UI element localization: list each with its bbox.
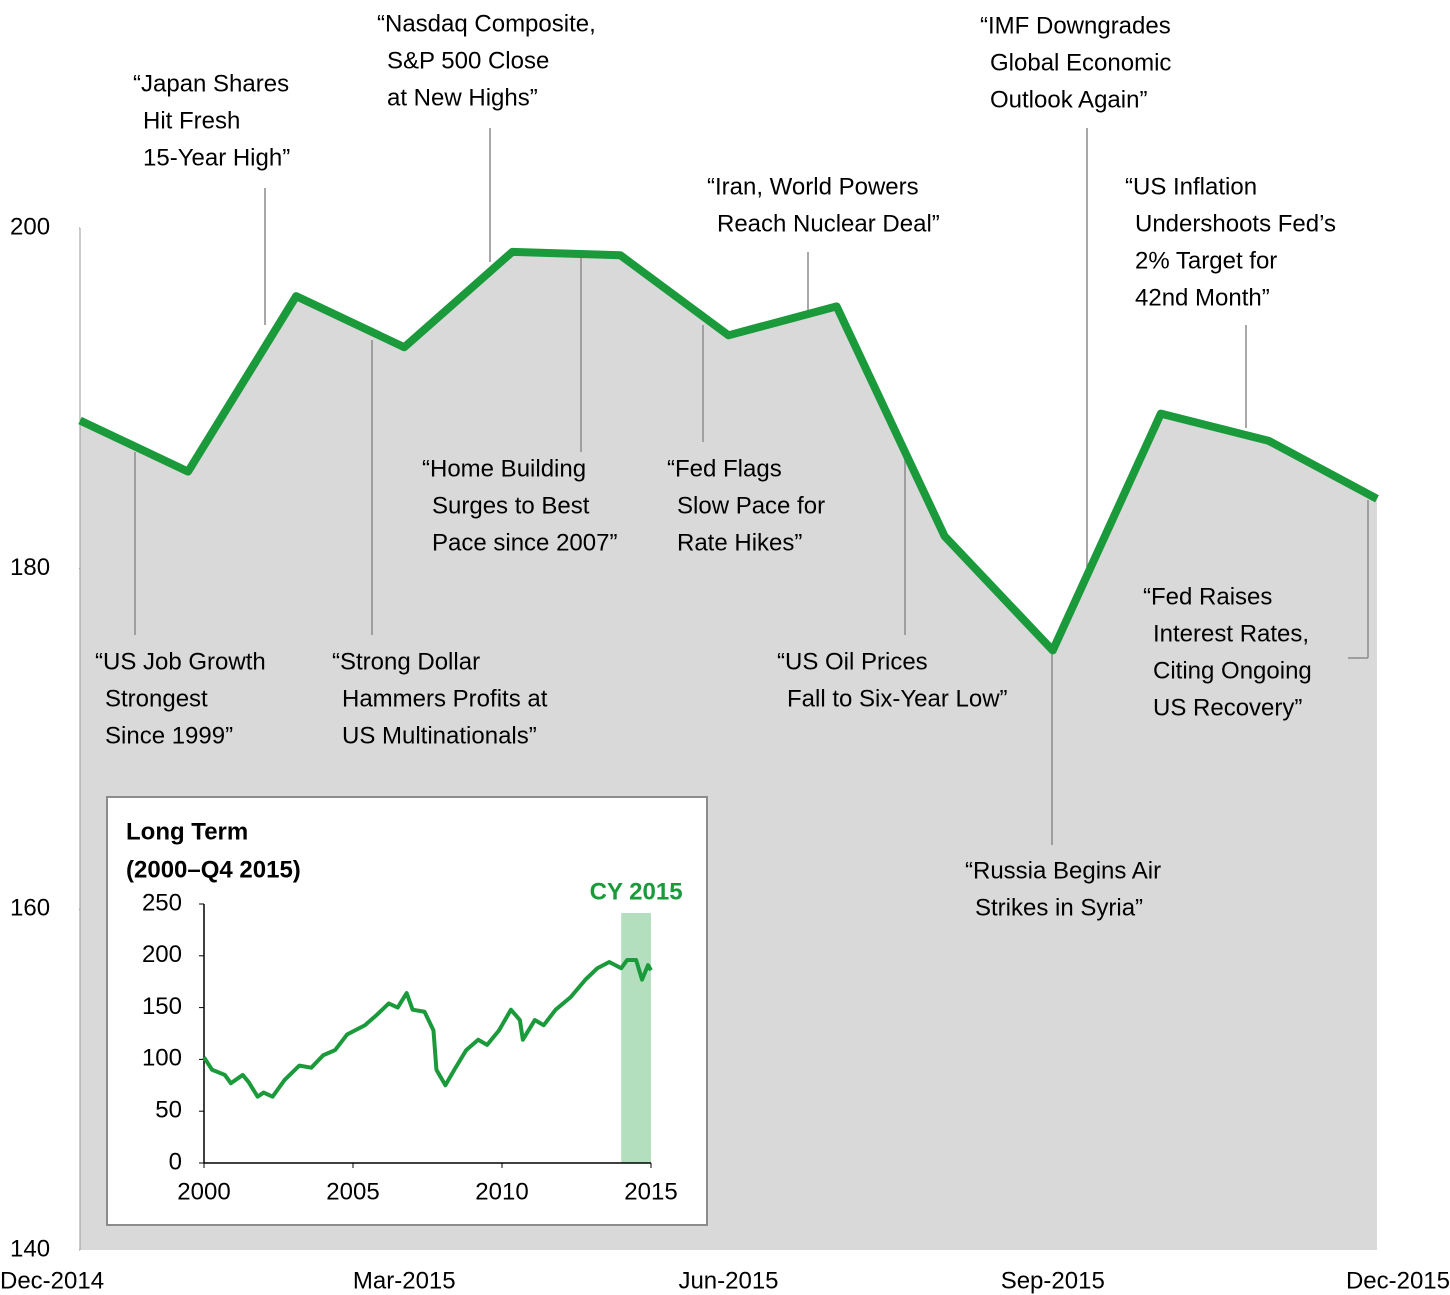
annotation-text: at New Highs” [387, 84, 538, 111]
annotation-text: “Strong Dollar [332, 648, 480, 675]
y-tick-label: 160 [10, 895, 50, 922]
annotation-text: “Nasdaq Composite, [377, 10, 596, 37]
annotation-text: “Home Building [422, 455, 586, 482]
annotation-text: “Fed Raises [1143, 583, 1272, 610]
annotation-text: “Fed Flags [667, 455, 782, 482]
annotation-text: Pace since 2007” [432, 529, 617, 556]
y-tick-label: 200 [10, 213, 50, 240]
annotation-text: US Recovery” [1153, 694, 1302, 721]
inset-frame [106, 796, 708, 1226]
y-tick-label: 50 [155, 1097, 182, 1124]
annotation-text: “US Oil Prices [777, 648, 928, 675]
y-tick-label: 250 [142, 889, 182, 916]
annotation-text: Surges to Best [432, 492, 590, 519]
data-line [202, 957, 653, 1099]
y-tick-label: 150 [142, 993, 182, 1020]
annotation-text: “Japan Shares [133, 70, 289, 97]
annotation-text: Global Economic [990, 49, 1171, 76]
annotation-text: Hammers Profits at [342, 685, 548, 712]
annotation-text: “Iran, World Powers [707, 173, 919, 200]
annotation-text: Interest Rates, [1153, 620, 1309, 647]
x-tick-label: 2000 [177, 1178, 230, 1205]
annotation-text: “IMF Downgrades [980, 12, 1171, 39]
x-tick-label: Sep-2015 [1001, 1267, 1105, 1294]
annotation-text: 2% Target for [1135, 247, 1277, 274]
annotation-text: Hit Fresh [143, 107, 240, 134]
annotation-text: “Russia Begins Air [965, 857, 1161, 884]
annotation-text: Strikes in Syria” [975, 894, 1143, 921]
annotation-text: Undershoots Fed’s [1135, 210, 1336, 237]
x-tick-label: 2010 [475, 1178, 528, 1205]
annotation-text: 15-Year High” [143, 144, 290, 171]
y-tick-label: 140 [10, 1235, 50, 1262]
x-tick-label: 2015 [624, 1178, 677, 1205]
y-tick-label: 200 [142, 941, 182, 968]
y-tick-label: 180 [10, 554, 50, 581]
annotation-text: Citing Ongoing [1153, 657, 1312, 684]
inset-title: Long Term [126, 818, 248, 845]
annotation-text: “US Inflation [1125, 173, 1257, 200]
x-tick-label: Dec-2014 [0, 1267, 104, 1294]
annotation-text: US Multinationals” [342, 722, 537, 749]
highlight-label: CY 2015 [590, 878, 683, 905]
x-tick-label: Mar-2015 [353, 1267, 456, 1294]
annotation-text: Slow Pace for [677, 492, 825, 519]
data-line [78, 247, 1379, 655]
annotation-text: Reach Nuclear Deal” [717, 210, 940, 237]
x-tick-label: Dec-2015 [1346, 1267, 1450, 1294]
annotation-text: Rate Hikes” [677, 529, 802, 556]
x-tick-label: 2005 [326, 1178, 379, 1205]
annotation-text: Since 1999” [105, 722, 233, 749]
annotation-text: 42nd Month” [1135, 284, 1270, 311]
inset-subtitle: (2000–Q4 2015) [126, 856, 301, 883]
annotation-text: S&P 500 Close [387, 47, 549, 74]
annotation-text: Fall to Six-Year Low” [787, 685, 1008, 712]
y-tick-label: 0 [169, 1148, 182, 1175]
y-tick-label: 100 [142, 1045, 182, 1072]
highlight-band [621, 913, 651, 1163]
annotation-text: “US Job Growth [95, 648, 266, 675]
x-tick-label: Jun-2015 [678, 1267, 778, 1294]
annotation-text: Outlook Again” [990, 86, 1147, 113]
annotation-text: Strongest [105, 685, 208, 712]
